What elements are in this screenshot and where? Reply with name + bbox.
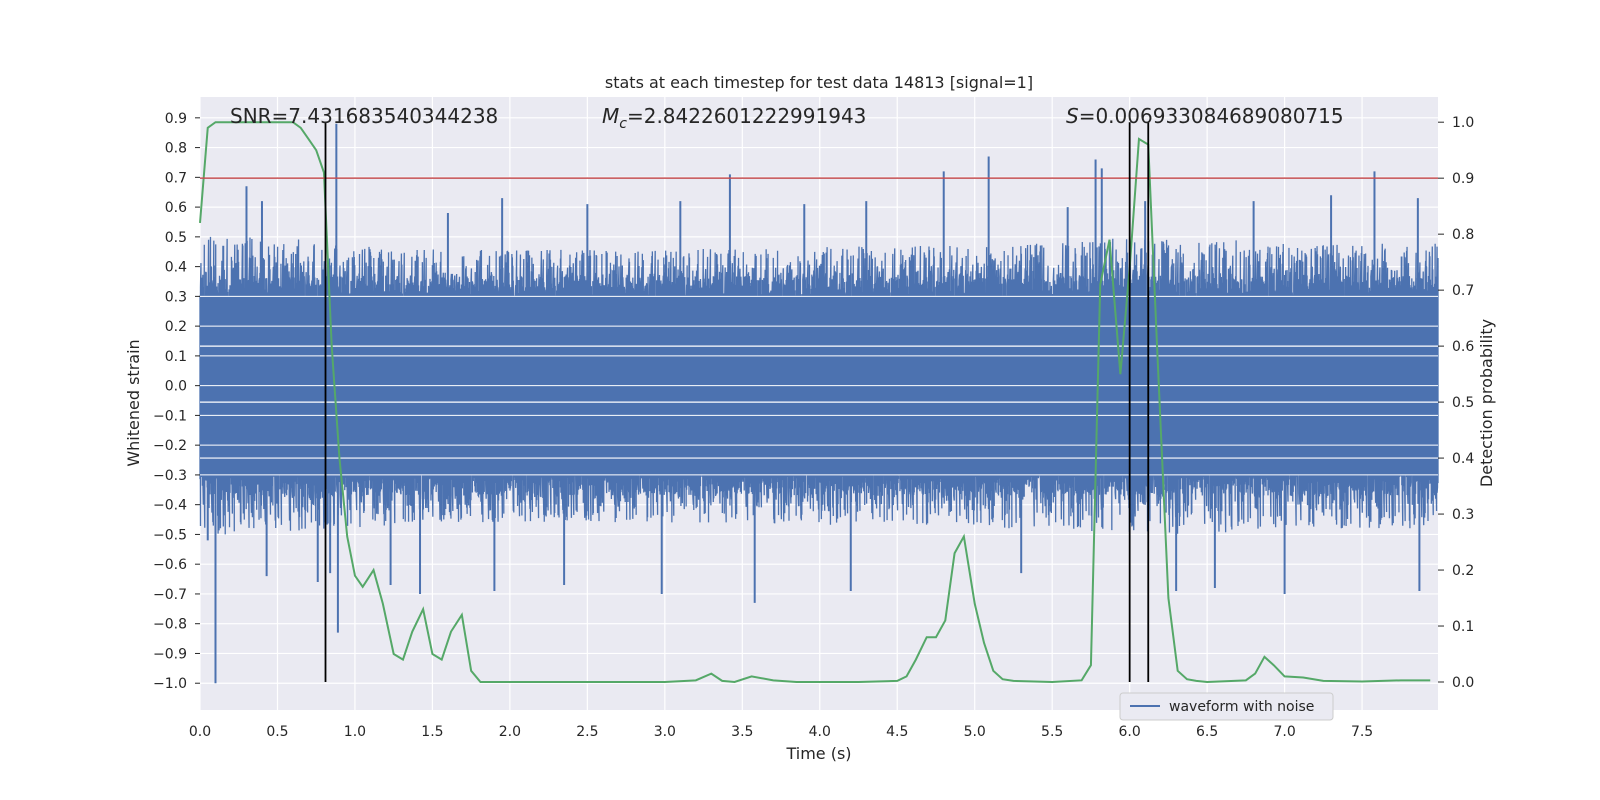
legend-label: waveform with noise	[1169, 699, 1314, 715]
y-left-tick-label: 0.3	[165, 289, 187, 305]
y-right-tick-label: 0.8	[1452, 227, 1474, 243]
y-left-tick-label: −0.9	[153, 646, 187, 662]
y-left-tick-label: 0.7	[165, 170, 187, 186]
y-left-tick-label: −0.5	[153, 527, 187, 543]
x-tick-label: 4.5	[886, 724, 908, 740]
chart-title: stats at each timestep for test data 148…	[605, 73, 1033, 92]
y-right-axis-label: Detection probability	[1477, 319, 1496, 487]
y-left-axis-label: Whitened strain	[124, 339, 143, 466]
y-left-tick-label: −0.8	[153, 617, 187, 633]
chirp-mass-value: =2.8422601222991943	[627, 104, 866, 128]
s-value: =0.006933084689080715	[1079, 104, 1344, 128]
x-tick-label: 2.0	[499, 724, 521, 740]
waveform-series	[199, 123, 1439, 684]
s-annotation: S=0.006933084689080715	[1066, 104, 1344, 128]
x-tick-label: 0.0	[189, 724, 211, 740]
y-right-tick-label: 0.3	[1452, 507, 1474, 523]
x-tick-label: 7.0	[1273, 724, 1295, 740]
y-right-tick-label: 1.0	[1452, 115, 1474, 131]
y-left-tick-label: −0.2	[153, 438, 187, 454]
y-left-tick-label: 0.0	[165, 379, 187, 395]
x-tick-label: 6.0	[1119, 724, 1141, 740]
y-left-tick-labels: 0.9 0.8 0.7 0.6 0.5 0.4 0.3 0.2 0.1 0.0 −0.1 −0.2 −0…	[153, 111, 200, 692]
y-left-tick-label: 0.5	[165, 230, 187, 246]
y-right-tick-labels: 1.0 0.9 0.8 0.7 0.6 0.5 0.4 0.3 0.2 0.1 0.0	[1438, 115, 1474, 691]
y-left-tick-label: −1.0	[153, 676, 187, 692]
y-left-tick-label: −0.3	[153, 468, 187, 484]
snr-annotation: SNR=7.431683540344238	[230, 104, 498, 128]
probability-line	[199, 121, 1431, 684]
chirp-mass-annotation: Mc=2.8422601222991943	[602, 104, 866, 132]
x-tick-label: 7.5	[1351, 724, 1373, 740]
y-right-tick-label: 0.0	[1452, 675, 1474, 691]
x-tick-label: 1.5	[421, 724, 443, 740]
y-right-tick-label: 0.5	[1452, 395, 1474, 411]
x-tick-label: 0.5	[266, 724, 288, 740]
y-left-tick-label: 0.4	[165, 260, 187, 276]
x-tick-label: 5.0	[964, 724, 986, 740]
y-right-tick-label: 0.6	[1452, 339, 1474, 355]
s-symbol: S	[1066, 104, 1079, 128]
x-tick-label: 4.0	[809, 724, 831, 740]
x-tick-label: 3.0	[654, 724, 676, 740]
y-left-tick-label: 0.6	[165, 200, 187, 216]
y-left-tick-label: −0.1	[153, 408, 187, 424]
legend: waveform with noise	[1119, 692, 1334, 721]
y-right-tick-label: 0.4	[1452, 451, 1474, 467]
chirp-mass-symbol: M	[602, 104, 619, 128]
x-tick-labels: 0.0 0.5 1.0 1.5 2.0 2.5 3.0 3.5 4.0 4.5 5.0 5.5 6.0 6…	[189, 724, 1373, 740]
y-right-tick-label: 0.9	[1452, 171, 1474, 187]
y-right-tick-label: 0.1	[1452, 619, 1474, 635]
x-tick-label: 1.0	[344, 724, 366, 740]
y-left-tick-label: 0.1	[165, 349, 187, 365]
y-left-tick-label: 0.8	[165, 141, 187, 157]
y-left-tick-label: 0.2	[165, 319, 187, 335]
probability-series	[199, 121, 1431, 684]
y-left-tick-label: −0.7	[153, 587, 187, 603]
chirp-mass-subscript: c	[619, 116, 627, 132]
y-right-tick-label: 0.7	[1452, 283, 1474, 299]
x-tick-label: 3.5	[731, 724, 753, 740]
y-left-tick-label: 0.9	[165, 111, 187, 127]
x-axis-label: Time (s)	[785, 744, 851, 763]
y-right-tick-label: 0.2	[1452, 563, 1474, 579]
reference-lines	[200, 122, 1438, 683]
x-tick-label: 5.5	[1041, 724, 1063, 740]
x-tick-label: 6.5	[1196, 724, 1218, 740]
legend-box	[1119, 692, 1334, 721]
x-tick-label: 2.5	[576, 724, 598, 740]
y-left-tick-label: −0.6	[153, 557, 187, 573]
y-left-tick-label: −0.4	[153, 498, 187, 514]
